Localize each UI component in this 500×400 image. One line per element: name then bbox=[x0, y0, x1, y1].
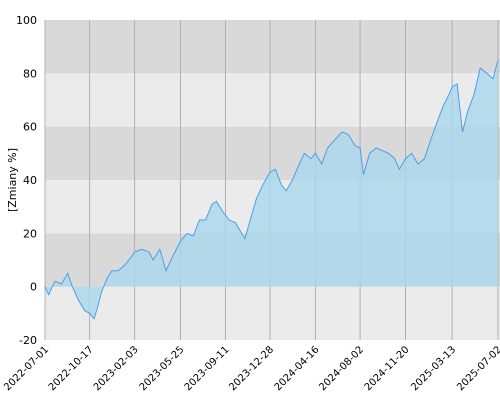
x-tick-label: 2022-10-17 bbox=[47, 344, 96, 393]
x-tick-label: 2023-12-28 bbox=[227, 344, 276, 393]
x-tick-label: 2022-07-01 bbox=[2, 344, 51, 393]
x-tick-label: 2023-05-25 bbox=[138, 344, 187, 393]
x-tick-label: 2024-11-20 bbox=[363, 344, 412, 393]
y-axis-label: [Zmiany %] bbox=[6, 148, 19, 212]
background-band bbox=[45, 20, 500, 74]
y-tick-label: 40 bbox=[23, 174, 37, 187]
y-tick-label: 20 bbox=[23, 227, 37, 240]
area bbox=[45, 60, 498, 319]
x-tick-label: 2024-04-16 bbox=[273, 344, 322, 393]
y-tick-label: 60 bbox=[23, 121, 37, 134]
x-tick-label: 2023-02-03 bbox=[92, 344, 141, 393]
x-tick-label: 2025-07-02 bbox=[455, 344, 500, 393]
x-tick-label: 2024-08-02 bbox=[317, 344, 366, 393]
y-tick-label: 0 bbox=[30, 281, 37, 294]
y-tick-label: 100 bbox=[16, 14, 37, 27]
y-tick-label: 80 bbox=[23, 67, 37, 80]
background-band bbox=[45, 286, 500, 340]
background-band bbox=[45, 73, 500, 127]
y-tick-label: -20 bbox=[19, 334, 37, 347]
x-tick-label: 2025-03-13 bbox=[409, 344, 458, 393]
line bbox=[44, 59, 499, 320]
x-tick-label: 2023-09-11 bbox=[183, 344, 232, 393]
